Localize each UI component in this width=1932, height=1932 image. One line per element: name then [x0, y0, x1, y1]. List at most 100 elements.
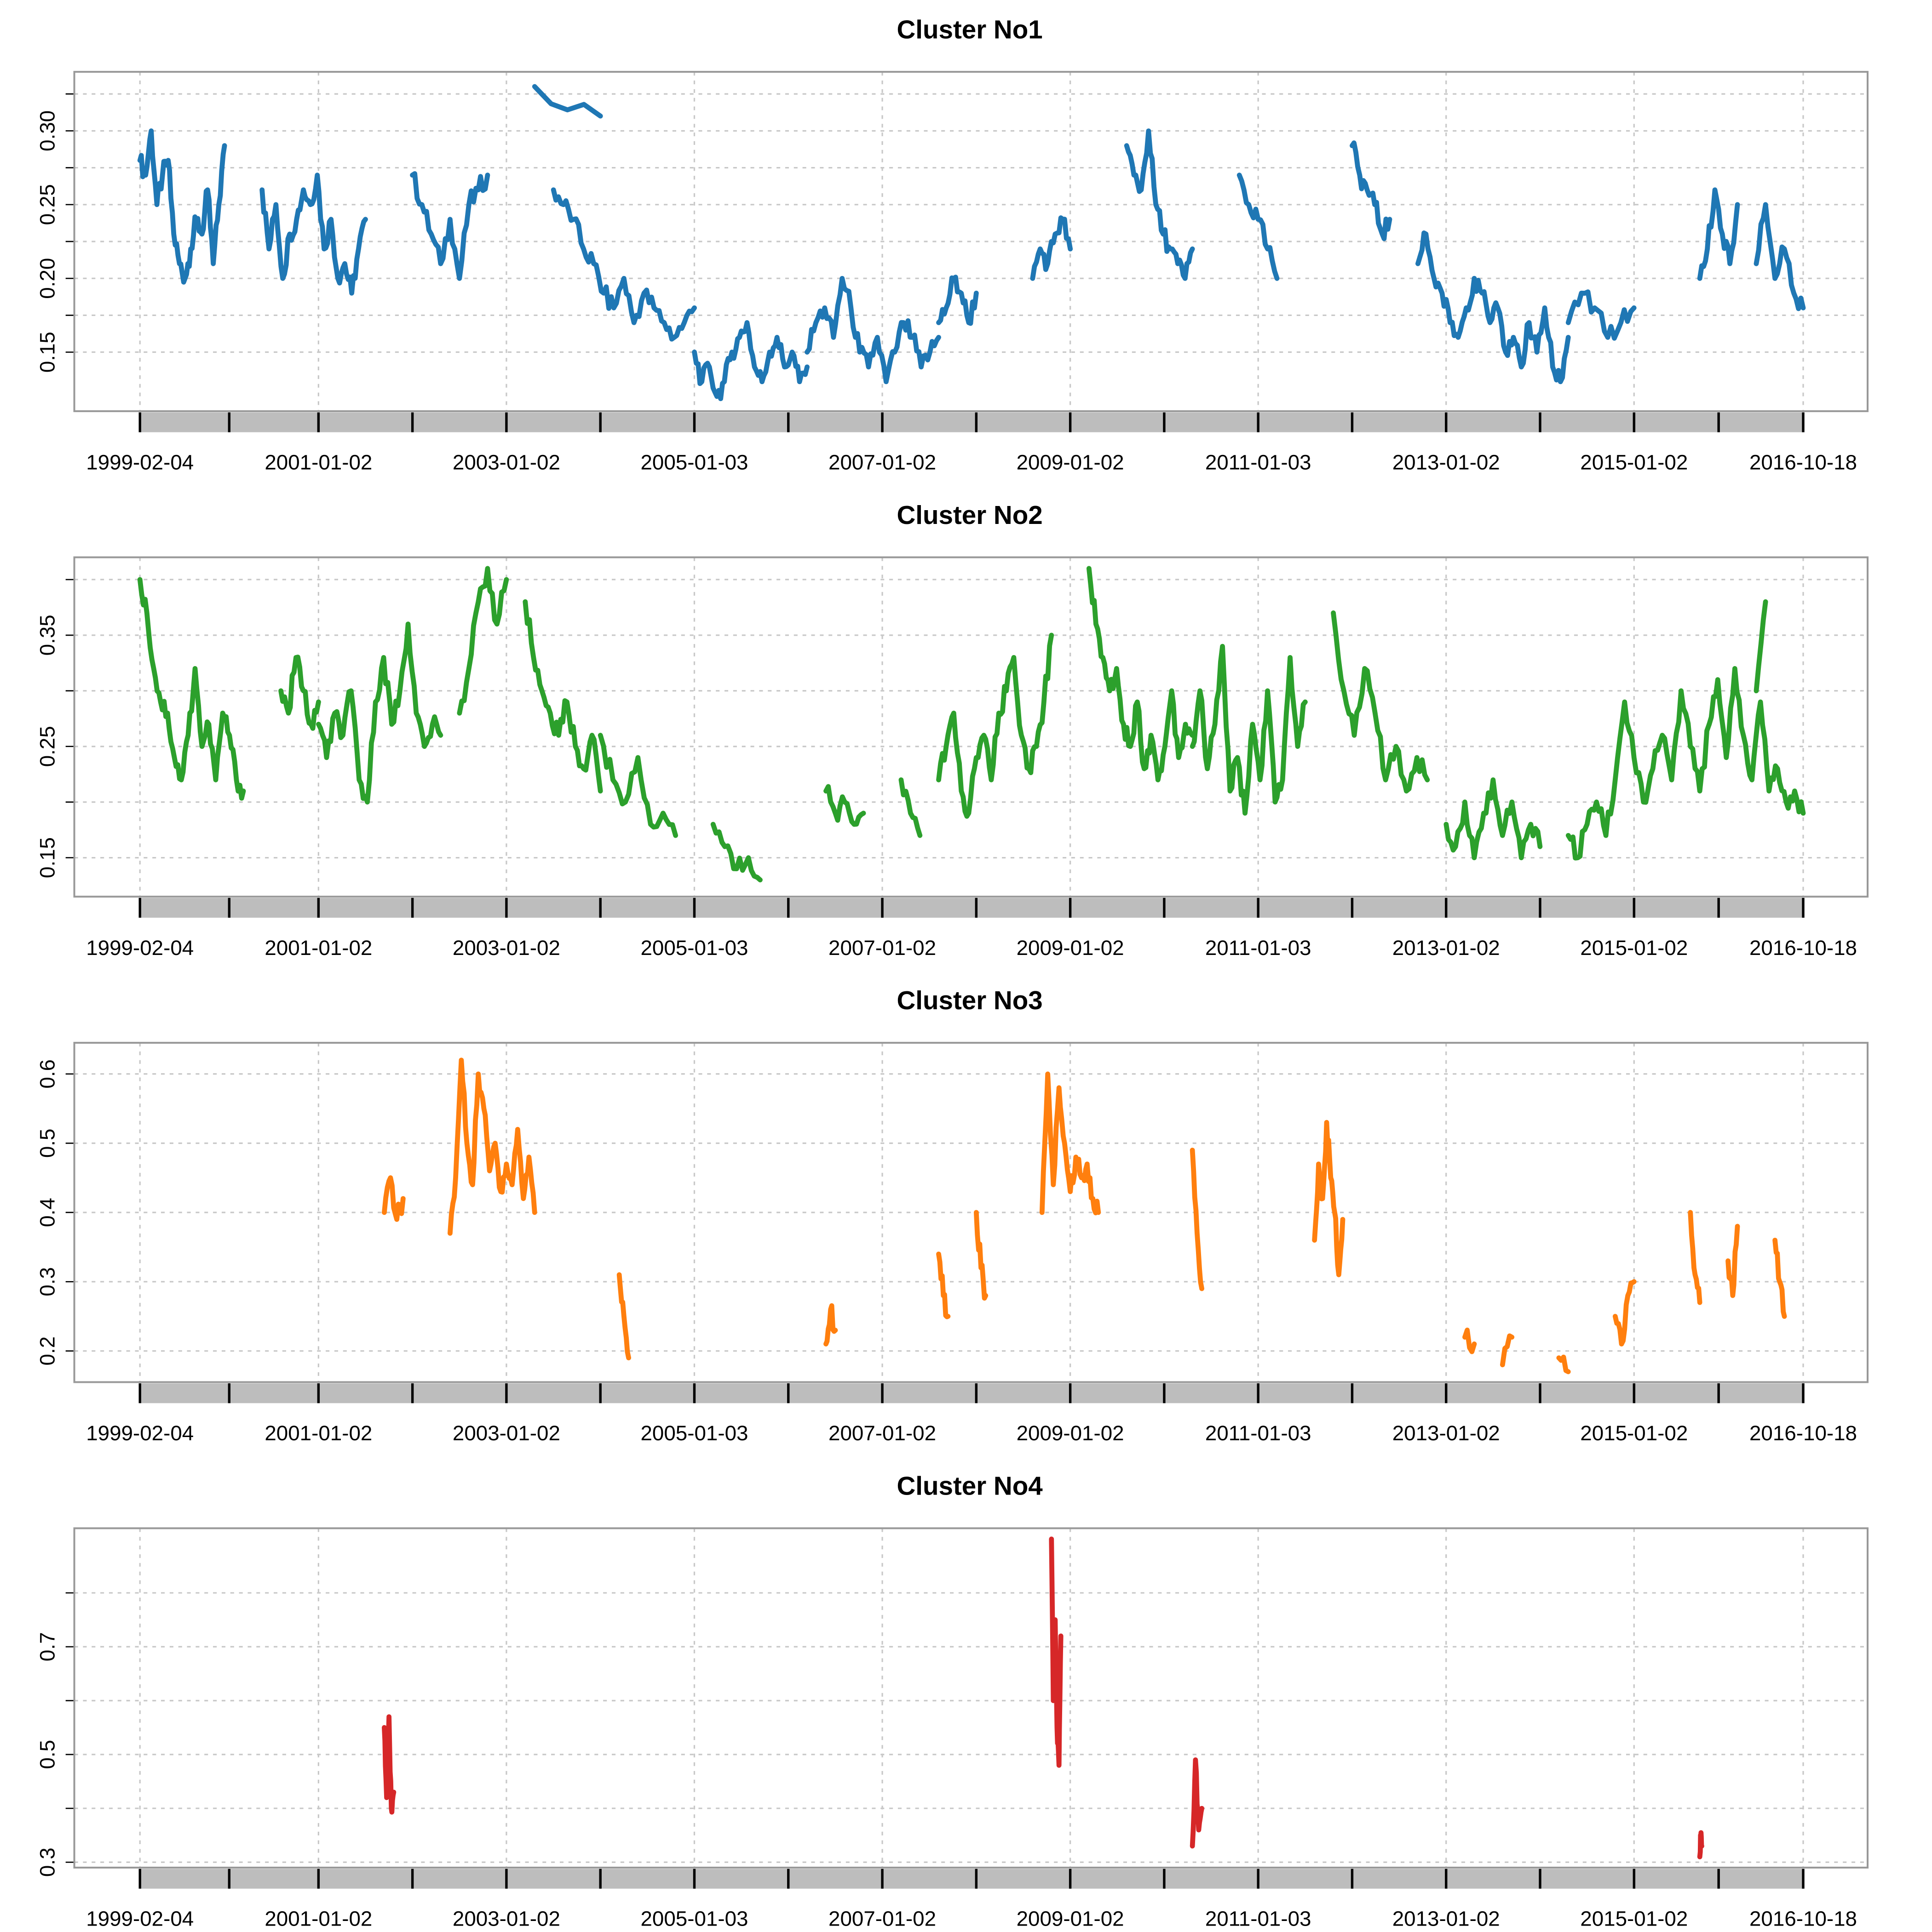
- series-segment: [382, 1714, 397, 1815]
- series-segment: [523, 599, 603, 794]
- series-segment: [1500, 1333, 1515, 1368]
- series-segment: [805, 276, 941, 385]
- x-tick-label: 2001-01-02: [264, 450, 372, 474]
- panel-title: Cluster No4: [897, 1472, 1043, 1501]
- x-tick-label: 2011-01-03: [1205, 936, 1311, 960]
- x-tick-label: 2007-01-02: [828, 450, 936, 474]
- x-tick-label: 2009-01-02: [1017, 450, 1124, 474]
- y-tick-label: 0.20: [35, 258, 59, 299]
- series-segment: [382, 1175, 406, 1222]
- y-tick-label: 0.7: [35, 1632, 59, 1662]
- series-segment: [823, 784, 866, 827]
- series-segment: [551, 187, 697, 342]
- x-tick-label: 1999-02-04: [86, 1907, 194, 1931]
- series-segment: [710, 822, 763, 883]
- cluster-panel-4: Cluster No4 0.3 0.5 0.7 1999-02-04 2001-01-02…: [35, 1472, 1869, 1931]
- x-axis-bar: [140, 897, 1804, 918]
- series-segment: [1443, 777, 1543, 861]
- cluster-panel-1: Cluster No1 0.15 0.20 0.25 0.30 1999-02-04 200…: [35, 15, 1869, 474]
- x-axis-bar: [140, 1869, 1804, 1889]
- series-segment: [1697, 1830, 1704, 1859]
- series-segment: [137, 577, 246, 801]
- series-segment: [1754, 202, 1806, 311]
- series-segment: [316, 621, 443, 805]
- x-tick-label: 2003-01-02: [453, 450, 560, 474]
- series-segment: [1331, 610, 1430, 794]
- panel-title: Cluster No3: [897, 986, 1042, 1015]
- x-axis-bar: [140, 1383, 1804, 1403]
- series-segment: [410, 171, 490, 281]
- x-tick-label: 2016-10-18: [1749, 1907, 1857, 1931]
- series-segment: [1725, 1224, 1740, 1298]
- x-tick-label: 2011-01-03: [1205, 450, 1311, 474]
- plot-frame: [73, 1041, 1869, 1383]
- series-segment: [1472, 276, 1571, 385]
- x-tick-label: 2009-01-02: [1017, 1421, 1124, 1445]
- series-segment: [1190, 1757, 1205, 1849]
- series-segment: [1190, 1147, 1205, 1291]
- series-segment: [1039, 1071, 1101, 1215]
- x-tick-label: 2001-01-02: [264, 1421, 372, 1445]
- y-tick-label: 0.35: [35, 615, 59, 656]
- x-tick-label: 2013-01-02: [1392, 450, 1500, 474]
- series-segment: [598, 733, 678, 838]
- y-tick-label: 0.5: [35, 1128, 59, 1158]
- y-tick-label: 0.3: [35, 1847, 59, 1877]
- x-tick-label: 2009-01-02: [1017, 936, 1124, 960]
- x-tick-label: 1999-02-04: [86, 450, 194, 474]
- cluster-panel-2: Cluster No2 0.15 0.25 0.35 1999-02-04 2001-01…: [35, 500, 1869, 960]
- series-segment: [1707, 666, 1806, 816]
- x-tick-label: 2015-01-02: [1580, 450, 1688, 474]
- x-tick-label: 1999-02-04: [86, 936, 194, 960]
- series-segment: [532, 84, 603, 119]
- series-segment: [1190, 644, 1308, 816]
- series-segment: [278, 655, 321, 731]
- y-tick-label: 0.25: [35, 726, 59, 767]
- x-tick-label: 2013-01-02: [1392, 936, 1500, 960]
- panel-title: Cluster No1: [897, 15, 1042, 44]
- x-tick-label: 2007-01-02: [828, 1907, 936, 1931]
- y-tick-label: 0.2: [35, 1336, 59, 1366]
- x-tick-label: 2005-01-03: [640, 450, 748, 474]
- series-segment: [1754, 599, 1768, 694]
- x-tick-label: 2003-01-02: [453, 936, 560, 960]
- series-segment: [1124, 128, 1195, 281]
- x-tick-label: 2015-01-02: [1580, 1421, 1688, 1445]
- series-segment: [1312, 1120, 1346, 1277]
- x-tick-label: 2001-01-02: [264, 1907, 372, 1931]
- x-tick-label: 2015-01-02: [1580, 1907, 1688, 1931]
- series-segment: [1236, 172, 1280, 281]
- panel-title: Cluster No2: [897, 500, 1042, 529]
- series-segment: [1049, 1536, 1064, 1768]
- series-segment: [259, 172, 368, 296]
- series-segment: [616, 1272, 632, 1361]
- series-segment: [1462, 1328, 1477, 1354]
- y-tick-label: 0.4: [35, 1198, 59, 1227]
- series-segment: [1612, 1279, 1637, 1347]
- series-segment: [137, 128, 227, 285]
- x-axis-bar: [140, 412, 1804, 432]
- series-segment: [1556, 1354, 1571, 1374]
- series-segment: [1415, 230, 1477, 340]
- x-tick-label: 2011-01-03: [1205, 1421, 1311, 1445]
- x-tick-label: 2015-01-02: [1580, 936, 1688, 960]
- series-segment: [936, 275, 979, 326]
- x-tick-label: 2001-01-02: [264, 936, 372, 960]
- x-tick-label: 2016-10-18: [1749, 1421, 1857, 1445]
- x-tick-label: 2009-01-02: [1017, 1907, 1124, 1931]
- y-tick-label: 0.30: [35, 110, 59, 151]
- series-segment: [1086, 566, 1195, 782]
- series-segment: [936, 632, 1054, 819]
- series-segment: [1565, 688, 1712, 861]
- x-tick-label: 2011-01-03: [1205, 1907, 1311, 1931]
- x-tick-label: 2016-10-18: [1749, 450, 1857, 474]
- x-tick-label: 2013-01-02: [1392, 1421, 1500, 1445]
- y-tick-label: 0.3: [35, 1267, 59, 1297]
- x-tick-label: 2013-01-02: [1392, 1907, 1500, 1931]
- x-tick-label: 2016-10-18: [1749, 936, 1857, 960]
- y-tick-label: 0.6: [35, 1059, 59, 1089]
- x-tick-label: 2005-01-03: [640, 936, 748, 960]
- series-segment: [448, 1058, 537, 1236]
- series-segment: [1772, 1237, 1787, 1319]
